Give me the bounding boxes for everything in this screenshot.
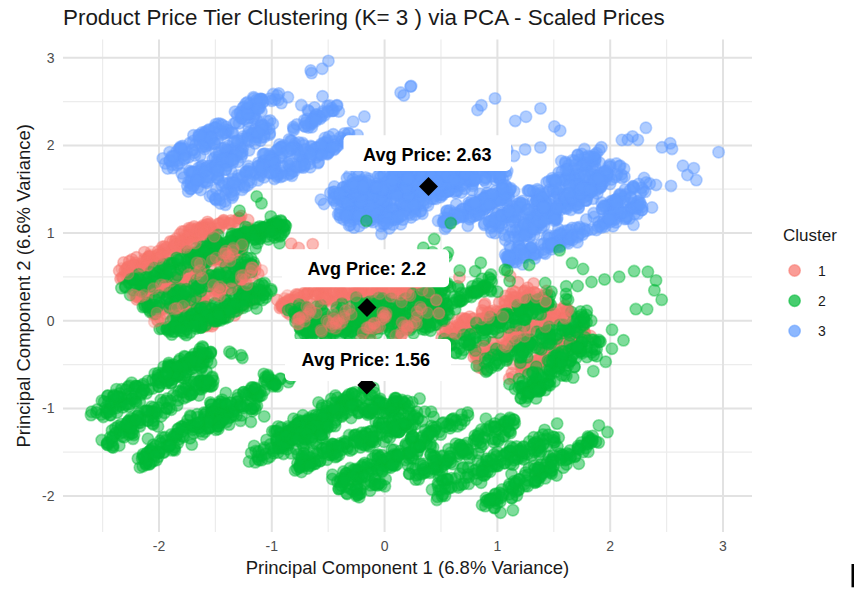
svg-text:1: 1 [494, 538, 502, 554]
svg-text:3: 3 [818, 323, 826, 339]
svg-text:0: 0 [381, 538, 389, 554]
svg-text:1: 1 [47, 225, 55, 241]
svg-text:Avg Price: 2.63: Avg Price: 2.63 [363, 145, 491, 165]
svg-text:-1: -1 [42, 400, 55, 416]
svg-text:-1: -1 [266, 538, 279, 554]
svg-text:Principal Component 2 (6.6% Va: Principal Component 2 (6.6% Variance) [13, 124, 34, 448]
svg-text:Principal Component 1 (6.8% Va: Principal Component 1 (6.8% Variance) [246, 557, 570, 578]
svg-text:Product Price Tier Clustering: Product Price Tier Clustering (K= 3 ) vi… [63, 5, 665, 30]
svg-text:2: 2 [606, 538, 614, 554]
svg-text:3: 3 [47, 50, 55, 66]
svg-text:2: 2 [818, 293, 826, 309]
svg-text:1: 1 [818, 263, 826, 279]
svg-text:0: 0 [47, 313, 55, 329]
svg-text:3: 3 [719, 538, 727, 554]
svg-text:Avg Price: 2.2: Avg Price: 2.2 [308, 259, 426, 279]
svg-text:Cluster: Cluster [783, 226, 837, 245]
svg-text:-2: -2 [153, 538, 166, 554]
svg-text:Avg Price: 1.56: Avg Price: 1.56 [302, 350, 430, 370]
svg-text:-2: -2 [42, 488, 55, 504]
svg-text:2: 2 [47, 137, 55, 153]
